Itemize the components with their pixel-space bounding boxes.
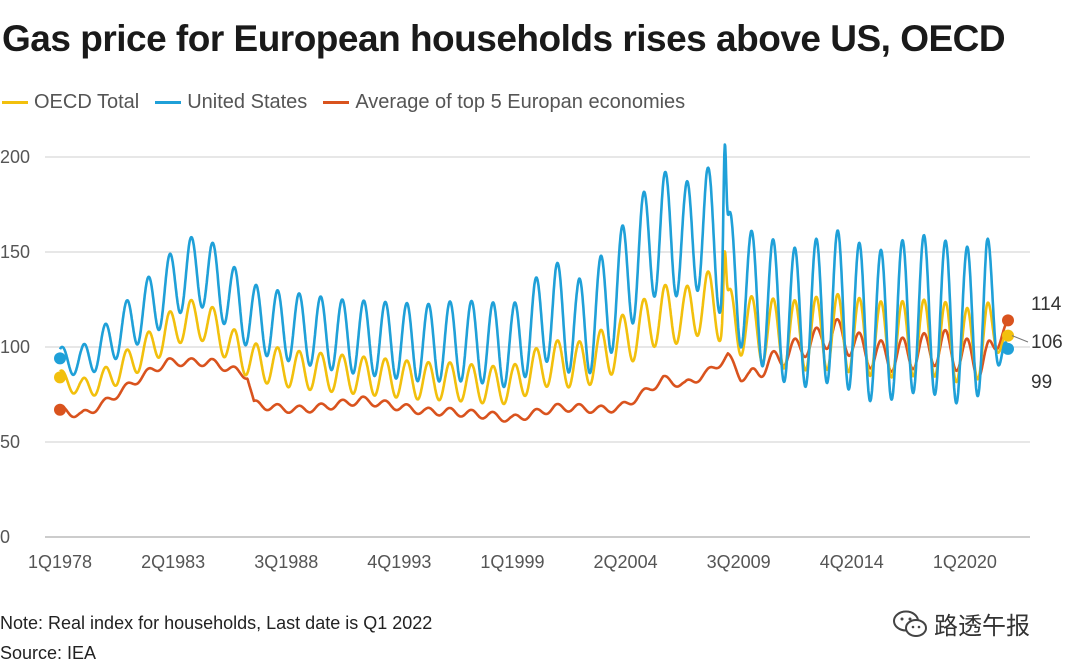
- watermark-text: 路透午报: [934, 613, 1030, 640]
- grid-lines: [45, 156, 1030, 538]
- chart-source: Source: IEA: [0, 643, 97, 663]
- y-tick-label: 200: [0, 147, 30, 167]
- x-tick-label: 4Q2014: [820, 552, 884, 572]
- legend-label-oecd: OECD Total: [34, 90, 140, 113]
- chart-title: Gas price for European households rises …: [2, 18, 1006, 59]
- y-axis-ticks: 0 50 100 150 200: [0, 147, 30, 547]
- y-tick-label: 100: [0, 337, 30, 357]
- y-tick-label: 150: [0, 242, 30, 262]
- wechat-icon: [893, 610, 927, 637]
- end-point-0: [1002, 329, 1014, 342]
- series-lines: [58, 143, 1010, 423]
- end-label-2: 114: [1031, 294, 1062, 315]
- x-tick-label: 3Q1988: [254, 552, 318, 572]
- watermark: 路透午报: [892, 606, 1030, 641]
- end-label-connector: [1011, 335, 1029, 343]
- series-line-1: [58, 143, 1010, 405]
- x-axis-ticks: 1Q1978 2Q1983 3Q1988 4Q1993 1Q1999 2Q2004 3Q20…: [28, 552, 997, 572]
- start-point-0: [54, 371, 66, 384]
- x-tick-label: 3Q2009: [707, 552, 771, 572]
- legend-swatch-us: [155, 100, 182, 104]
- x-tick-label: 2Q1983: [141, 552, 205, 572]
- chart-note: Note: Real index for households, Last da…: [0, 613, 433, 633]
- x-tick-label: 2Q2004: [594, 552, 658, 572]
- legend-label-europe: Average of top 5 Europan economies: [355, 90, 686, 113]
- y-tick-label: 0: [0, 527, 10, 547]
- end-label-0: 106: [1031, 332, 1063, 353]
- legend-item-us: United States: [155, 91, 307, 114]
- start-point-2: [54, 403, 66, 416]
- x-tick-label: 1Q1999: [480, 552, 544, 572]
- y-tick-label: 50: [0, 432, 20, 452]
- legend-item-europe: Average of top 5 Europan economies: [323, 91, 685, 114]
- legend-item-oecd: OECD Total: [2, 91, 139, 114]
- x-tick-label: 1Q2020: [933, 552, 997, 572]
- legend-label-us: United States: [187, 90, 308, 113]
- legend: OECD Total United States Average of top …: [2, 88, 701, 116]
- end-point-1: [1002, 342, 1014, 355]
- legend-swatch-oecd: [2, 100, 28, 104]
- x-tick-label: 1Q1978: [28, 552, 92, 572]
- end-label-1: 99: [1031, 372, 1052, 393]
- legend-swatch-europe: [323, 100, 350, 104]
- end-markers: 114 106 99: [54, 294, 1063, 416]
- start-point-1: [54, 352, 66, 365]
- series-line-2: [59, 317, 1010, 423]
- end-point-2: [1002, 314, 1014, 327]
- x-tick-label: 4Q1993: [367, 552, 431, 572]
